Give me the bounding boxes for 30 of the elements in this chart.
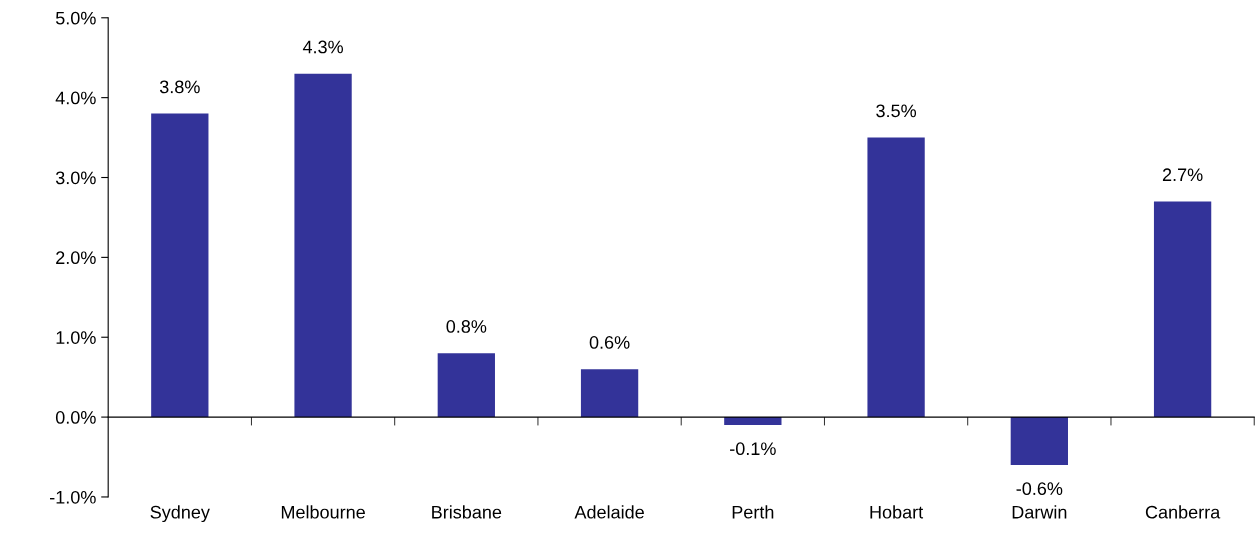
y-tick-label: 5.0% [55, 11, 96, 25]
bar [1153, 201, 1212, 418]
y-tick-label: 3.0% [55, 171, 96, 185]
y-tick-label: 0.0% [55, 411, 96, 424]
bar [294, 73, 352, 418]
x-tick-label: Darwin [1012, 505, 1067, 519]
x-tick-label: Perth [732, 505, 774, 519]
data-label: 4.3% [302, 40, 344, 54]
bar [867, 137, 925, 418]
x-tick-label: Hobart [870, 505, 924, 519]
y-tick-label: -1.0% [50, 490, 96, 504]
x-tick-label: Melbourne [281, 505, 365, 519]
bar [437, 353, 495, 418]
y-tick-label: 4.0% [55, 91, 96, 105]
data-label: 0.8% [446, 320, 487, 333]
data-label: 2.7% [1162, 168, 1203, 182]
bar [1010, 417, 1068, 466]
y-tick-label: 2.0% [56, 251, 96, 265]
bar [580, 369, 639, 418]
x-tick-label: Brisbane [432, 505, 502, 519]
x-tick-label: Canberra [1145, 505, 1221, 519]
x-tick-label: Adelaide [574, 505, 644, 519]
data-label: 0.6% [589, 336, 630, 349]
x-tick-label: Sydney [150, 505, 210, 523]
data-label: 3.5% [876, 104, 917, 118]
data-label: 3.8% [159, 80, 200, 94]
data-label: -0.6% [1016, 482, 1063, 496]
y-tick-label: 1.0% [56, 331, 96, 344]
bar [151, 113, 209, 418]
data-label: -0.1% [730, 442, 776, 456]
